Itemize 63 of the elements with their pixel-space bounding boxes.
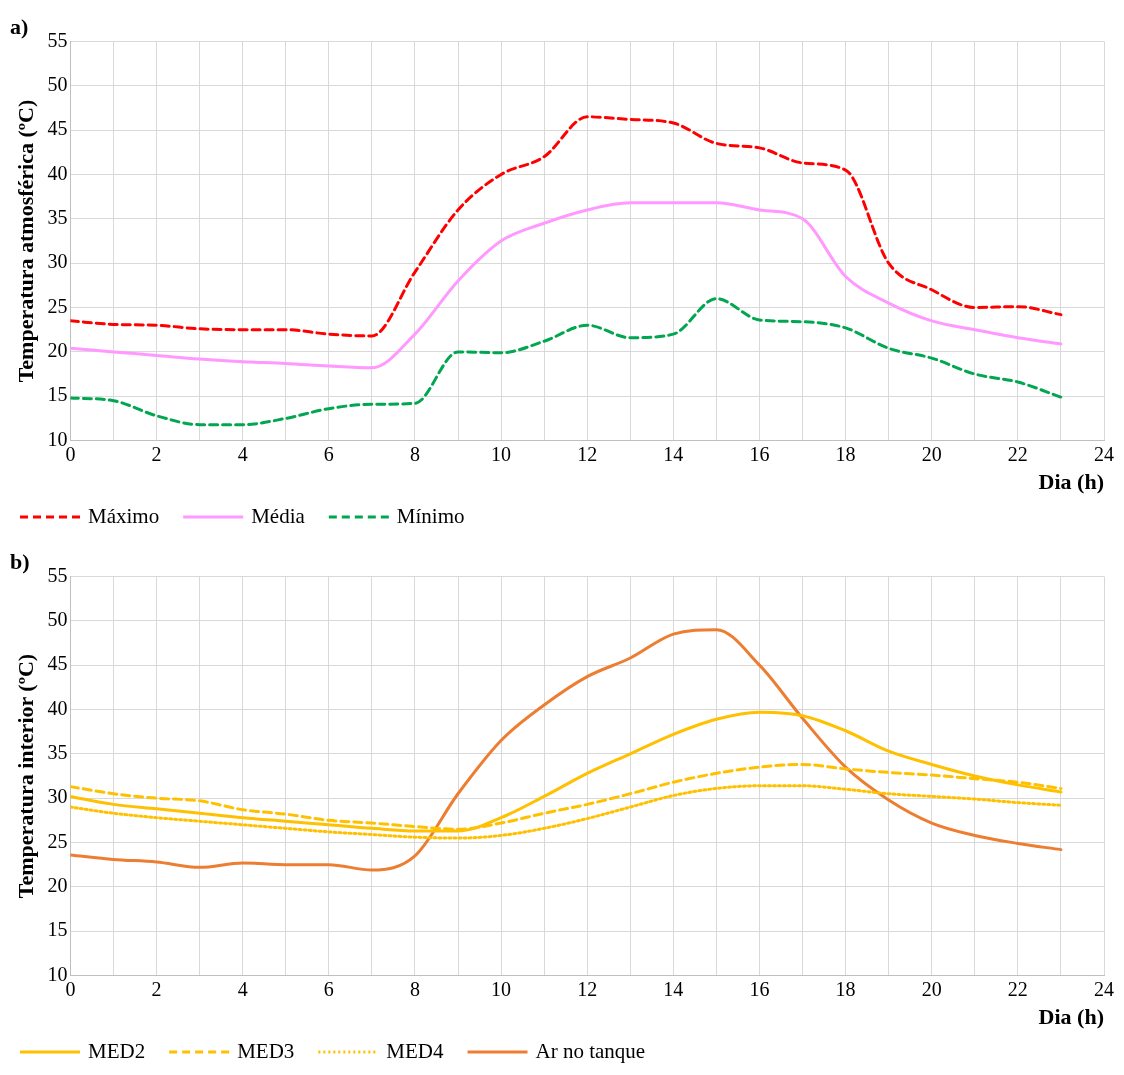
line-series (70, 297, 1063, 427)
x-tick-label: 6 (323, 977, 334, 1000)
x-tick-label: 2 (151, 977, 162, 1000)
x-tick-label: 18 (835, 977, 856, 1000)
legend-label: Máximo (88, 503, 160, 528)
y-tick-label: 25 (47, 829, 68, 852)
line-series (70, 201, 1063, 370)
y-tick-label: 35 (47, 206, 68, 229)
y-tick-label: 45 (47, 117, 68, 140)
x-tick-label: 10 (491, 977, 512, 1000)
chart-title: b) (10, 548, 30, 574)
y-tick-label: 40 (47, 161, 68, 184)
legend-label: Mínimo (396, 503, 465, 528)
y-tick-label: 35 (47, 741, 68, 764)
x-tick-label: 24 (1094, 977, 1114, 1000)
x-tick-label: 16 (749, 442, 770, 465)
x-tick-label: 8 (409, 442, 420, 465)
x-axis-title: Dia (h) (1038, 1004, 1104, 1030)
x-tick-label: 12 (577, 977, 598, 1000)
x-tick-label: 10 (491, 442, 512, 465)
y-tick-label: 40 (47, 696, 68, 719)
legend-label: MED4 (386, 1038, 444, 1063)
y-tick-label: 55 (47, 28, 68, 51)
line-series (70, 710, 1063, 833)
y-tick-label: 50 (47, 73, 68, 96)
x-tick-label: 22 (1007, 977, 1028, 1000)
x-tick-label: 16 (749, 977, 770, 1000)
line-series (70, 628, 1063, 872)
y-tick-label: 25 (47, 294, 68, 317)
y-axis-title: Temperatura atmosférica (ºC) (12, 99, 38, 383)
y-tick-label: 30 (47, 250, 68, 273)
y-tick-label: 20 (47, 874, 68, 897)
x-tick-label: 6 (323, 442, 334, 465)
y-tick-label: 55 (47, 563, 68, 586)
x-tick-label: 2 (151, 442, 162, 465)
y-tick-label: 45 (47, 652, 68, 675)
x-tick-label: 12 (577, 442, 598, 465)
x-tick-label: 20 (921, 977, 942, 1000)
legend-label: MED2 (88, 1038, 146, 1063)
y-tick-label: 10 (47, 427, 68, 450)
x-tick-label: 20 (921, 442, 942, 465)
y-tick-label: 20 (47, 339, 68, 362)
x-tick-label: 4 (237, 977, 248, 1000)
y-axis-title: Temperatura interior (ºC) (12, 653, 38, 899)
x-tick-label: 22 (1007, 442, 1028, 465)
y-tick-label: 30 (47, 785, 68, 808)
x-tick-label: 14 (663, 442, 684, 465)
x-tick-label: 18 (835, 442, 856, 465)
y-tick-label: 50 (47, 608, 68, 631)
x-tick-label: 8 (409, 977, 420, 1000)
y-tick-label: 15 (47, 383, 68, 406)
chart-title: a) (10, 13, 29, 39)
x-tick-label: 4 (237, 442, 248, 465)
y-tick-label: 15 (47, 918, 68, 941)
legend-label: Ar no tanque (535, 1038, 646, 1063)
x-tick-label: 24 (1094, 442, 1114, 465)
legend-label: Média (251, 503, 306, 528)
line-series (70, 784, 1063, 840)
y-tick-label: 10 (47, 962, 68, 985)
x-axis-title: Dia (h) (1038, 469, 1104, 495)
legend-label: MED3 (237, 1038, 295, 1063)
line-series (70, 115, 1063, 338)
x-tick-label: 14 (663, 977, 684, 1000)
